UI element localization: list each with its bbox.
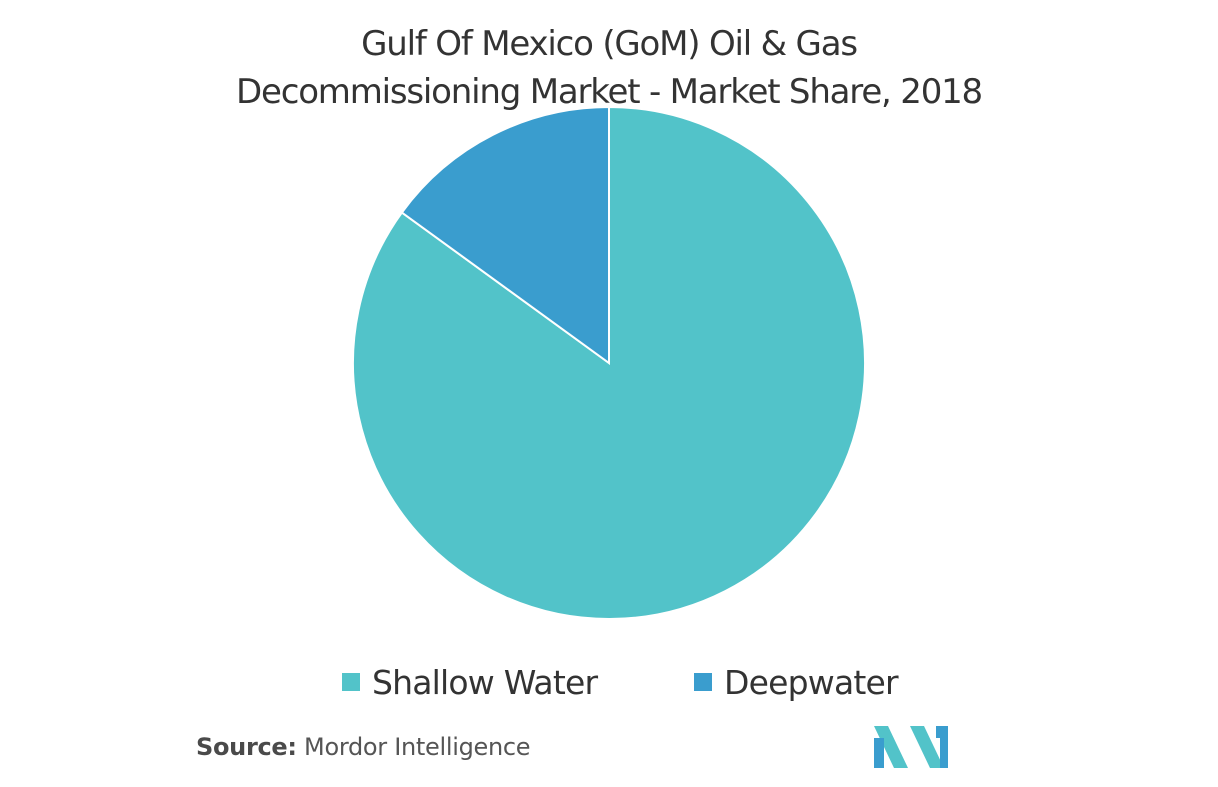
chart-title-line-2: Decommissioning Market - Market Share, 2… — [236, 72, 983, 112]
chart-title: Gulf Of Mexico (GoM) Oil & Gas Decommiss… — [0, 20, 1218, 116]
legend-label-deepwater: Deepwater — [724, 662, 899, 702]
chart-title-line-1: Gulf Of Mexico (GoM) Oil & Gas — [361, 24, 858, 64]
legend-item-deepwater: Deepwater — [694, 658, 899, 706]
source-note: Source: Mordor Intelligence — [196, 733, 531, 761]
logo-shape-right — [910, 726, 944, 768]
source-label: Source: — [196, 733, 297, 761]
logo-shape-left — [874, 726, 908, 768]
legend-swatch-deepwater — [694, 673, 712, 691]
legend-item-shallow-water: Shallow Water — [342, 658, 598, 706]
pie-slice-shallow-water — [352, 105, 866, 620]
legend-swatch-shallow-water — [342, 673, 360, 691]
logo-shape-left-bar — [874, 738, 884, 768]
legend-label-shallow-water: Shallow Water — [372, 662, 598, 702]
logo-shape-right-bar — [936, 726, 948, 768]
source-text: Mordor Intelligence — [304, 733, 531, 761]
pie-slice-deepwater — [400, 105, 610, 365]
mordor-intelligence-logo-icon — [874, 726, 948, 768]
chart-legend: Shallow Water Deepwater — [0, 658, 1218, 706]
